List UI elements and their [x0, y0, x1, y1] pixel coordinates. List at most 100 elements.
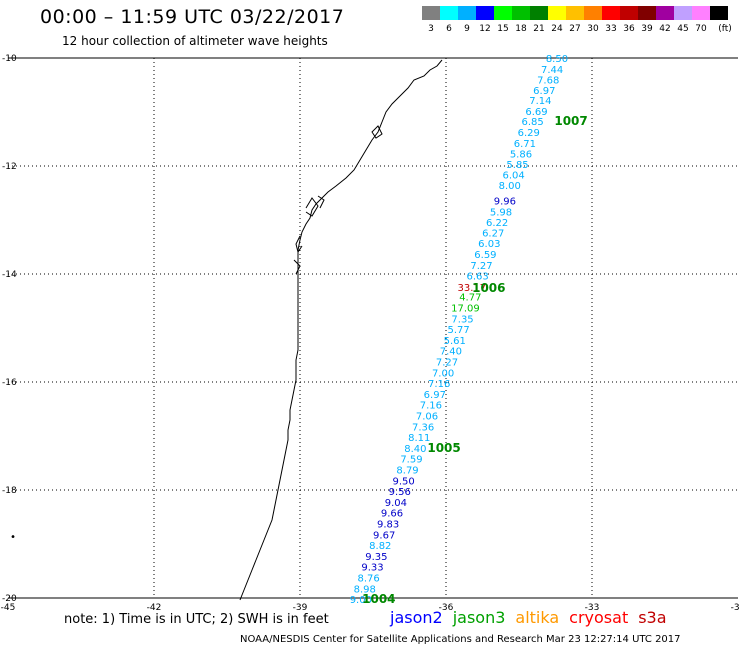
wave-height-value: 9.00 [350, 595, 372, 606]
scale-label: 42 [659, 24, 671, 34]
wave-height-value: 7.59 [400, 455, 422, 466]
scale-swatch [548, 6, 566, 20]
scale-label: 36 [623, 24, 635, 34]
scale-label: 45 [677, 24, 689, 34]
wave-height-value: 6.63 [467, 272, 489, 283]
scale-swatch [656, 6, 674, 20]
wave-height-observations: 8.507.447.686.977.146.696.856.296.715.86… [350, 54, 568, 606]
coastline [239, 59, 443, 601]
wave-height-value: 5.61 [444, 336, 466, 347]
wave-height-value: 8.79 [396, 465, 418, 476]
wave-height-value: 7.06 [416, 411, 438, 422]
wave-height-value: 6.71 [514, 139, 536, 150]
lat-label: -18 [2, 486, 17, 496]
scale-label: 12 [479, 24, 491, 34]
pressure-labels: 1007 1006 1005 1004 [362, 114, 588, 606]
scale-label: 15 [497, 24, 509, 34]
wave-height-value: 5.98 [490, 207, 512, 218]
lon-label: -45 [1, 603, 16, 613]
wave-height-value: 17.09 [451, 303, 480, 314]
wave-height-value: 6.27 [482, 228, 504, 239]
wave-height-value: 9.50 [393, 476, 415, 487]
scale-label: 3 [428, 24, 434, 34]
wave-height-value: 7.35 [451, 314, 473, 325]
scale-label: 70 [695, 24, 707, 34]
satellite-jason2: jason2 [390, 608, 443, 627]
scale-label: 21 [533, 24, 545, 34]
scale-swatch [530, 6, 548, 20]
wave-height-value: 8.50 [546, 54, 568, 65]
wave-height-value: 6.97 [533, 86, 555, 97]
wave-height-value: 9.56 [389, 487, 411, 498]
wave-height-value: 7.16 [420, 401, 442, 412]
page-title: 00:00 – 11:59 UTC 03/22/2017 [40, 6, 345, 28]
coastline-details [293, 125, 383, 275]
latitude-labels: -10 -12 -14 -16 -18 -20 [2, 54, 17, 604]
lat-label: -14 [2, 270, 17, 280]
wave-height-value: 8.40 [404, 444, 426, 455]
wave-height-value: 6.22 [486, 218, 508, 229]
scale-label: 30 [587, 24, 599, 34]
satellite-altika: altika [515, 608, 560, 627]
island-mark: • [10, 532, 16, 543]
page-subtitle: 12 hour collection of altimeter wave hei… [62, 34, 328, 48]
wave-height-value: 6.85 [521, 117, 543, 128]
wave-height-value: 6.69 [525, 107, 547, 118]
longitude-labels: -45 -42 -39 -36 -33 -30 [1, 603, 740, 613]
footnote: note: 1) Time is in UTC; 2) SWH is in fe… [64, 612, 329, 627]
wave-height-value: 8.11 [408, 433, 430, 444]
wave-height-value: 7.00 [432, 368, 454, 379]
scale-swatch [512, 6, 530, 20]
scale-swatch [602, 6, 620, 20]
wave-height-value: 6.03 [478, 239, 500, 250]
wave-height-value: 9.83 [377, 519, 399, 530]
wave-height-value: 6.59 [474, 250, 496, 261]
scale-swatch [458, 6, 476, 20]
scale-label: 9 [464, 24, 470, 34]
satellite-jason3: jason3 [452, 608, 506, 627]
wave-height-value: 5.85 [506, 160, 528, 171]
wave-height-value: 6.29 [518, 128, 540, 139]
scale-label: 24 [551, 24, 563, 34]
scale-label: 39 [641, 24, 653, 34]
wave-height-value: 33.17 [457, 283, 486, 294]
wave-height-value: 8.98 [354, 584, 376, 595]
lon-label: -42 [147, 603, 162, 613]
wave-height-value: 7.27 [470, 261, 492, 272]
lat-label: -16 [2, 378, 17, 388]
satellite-cryosat: cryosat [569, 608, 629, 627]
lon-label: -36 [439, 603, 454, 613]
scale-swatch [494, 6, 512, 20]
lon-label: -30 [731, 603, 740, 613]
scale-swatch [566, 6, 584, 20]
scale-swatch [692, 6, 710, 20]
wave-height-value: 9.04 [385, 498, 407, 509]
wave-height-value: 9.33 [361, 563, 383, 574]
satellite-s3a: s3a [638, 608, 667, 627]
wave-height-value: 6.04 [503, 171, 525, 182]
scale-unit: (ft) [718, 24, 732, 34]
scale-label: 6 [446, 24, 452, 34]
lon-label: -39 [293, 603, 308, 613]
wave-height-value: 7.44 [541, 65, 563, 76]
scale-swatch [638, 6, 656, 20]
wave-height-value: 9.96 [494, 197, 516, 208]
scale-swatch [584, 6, 602, 20]
scale-swatch [440, 6, 458, 20]
scale-label: 27 [569, 24, 581, 34]
wave-height-value: 6.97 [424, 390, 446, 401]
map-grid [8, 57, 738, 599]
wave-height-value: 9.66 [381, 509, 403, 520]
wave-height-value: 7.68 [537, 76, 559, 87]
wave-height-value: 4.77 [459, 293, 481, 304]
pressure-value: 1005 [427, 441, 460, 455]
wave-height-value: 5.77 [448, 325, 470, 336]
scale-swatch [422, 6, 440, 20]
lon-label: -33 [585, 603, 600, 613]
scale-label: 33 [605, 24, 617, 34]
pressure-value: 1004 [362, 592, 395, 606]
wave-height-value: 8.00 [499, 181, 521, 192]
scale-swatch [710, 6, 728, 20]
lat-label: -12 [2, 162, 17, 172]
